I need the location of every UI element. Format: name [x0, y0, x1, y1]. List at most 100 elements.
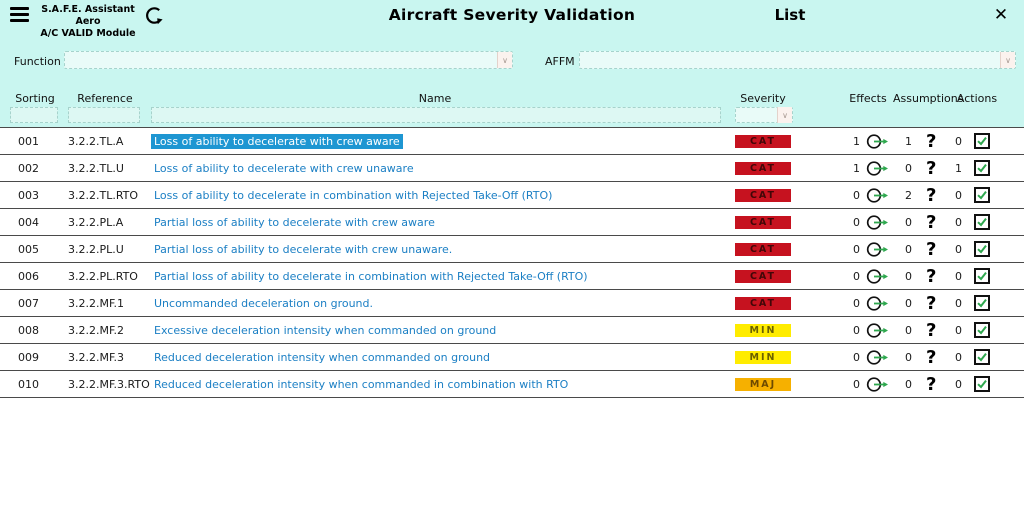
assumptions-count: 2 — [905, 188, 912, 202]
checkbox-checked-icon[interactable] — [974, 182, 990, 208]
effects-icon[interactable] — [866, 290, 889, 316]
actions-count: 0 — [955, 269, 962, 283]
effects-icon[interactable] — [866, 344, 889, 370]
chevron-down-icon[interactable]: ∨ — [1000, 52, 1015, 68]
question-mark-icon[interactable]: ? — [926, 158, 937, 179]
row-reference: 3.2.2.PL.RTO — [68, 269, 138, 283]
checkbox-checked-icon[interactable] — [974, 209, 990, 235]
effects-count: 0 — [853, 215, 860, 229]
severity-table: 001 3.2.2.TL.A Loss of ability to decele… — [0, 127, 1024, 398]
question-mark-icon[interactable]: ? — [926, 185, 937, 206]
effects-icon[interactable] — [866, 209, 889, 235]
row-reference: 3.2.2.PL.A — [68, 215, 124, 229]
actions-count: 0 — [955, 296, 962, 310]
table-row[interactable]: 007 3.2.2.MF.1 Uncommanded deceleration … — [0, 289, 1024, 316]
severity-badge: MAJ — [735, 377, 791, 391]
severity-badge: MIN — [735, 350, 791, 364]
assumptions-count: 0 — [905, 269, 912, 283]
checkbox-checked-icon[interactable] — [974, 290, 990, 316]
name-filter-input[interactable] — [151, 107, 721, 123]
row-sorting-key: 010 — [18, 377, 39, 391]
app-name-line1: S.A.F.E. Assistant Aero — [41, 4, 135, 27]
column-header-assumptions: Assumptions — [893, 92, 964, 105]
assumptions-count: 1 — [905, 134, 912, 148]
question-mark-icon[interactable]: ? — [926, 266, 937, 287]
table-row[interactable]: 004 3.2.2.PL.A Partial loss of ability t… — [0, 208, 1024, 235]
reference-filter-input[interactable] — [68, 107, 140, 123]
effects-icon[interactable] — [866, 236, 889, 262]
table-row[interactable]: 009 3.2.2.MF.3 Reduced deceleration inte… — [0, 343, 1024, 370]
close-icon[interactable]: ✕ — [993, 5, 1009, 25]
severity-badge: CAT — [735, 134, 791, 148]
actions-count: 0 — [955, 350, 962, 364]
severity-badge: CAT — [735, 188, 791, 202]
row-name[interactable]: Partial loss of ability to decelerate wi… — [154, 242, 453, 256]
effects-icon[interactable] — [866, 128, 889, 154]
function-label: Function — [14, 55, 61, 68]
refresh-icon[interactable] — [142, 3, 166, 29]
row-name[interactable]: Uncommanded deceleration on ground. — [154, 296, 374, 310]
row-sorting-key: 008 — [18, 323, 39, 337]
table-row[interactable]: 010 3.2.2.MF.3.RTO Reduced deceleration … — [0, 370, 1024, 397]
affm-label: AFFM — [545, 55, 575, 68]
row-sorting-key: 006 — [18, 269, 39, 283]
checkbox-checked-icon[interactable] — [974, 263, 990, 289]
checkbox-checked-icon[interactable] — [974, 236, 990, 262]
table-row[interactable]: 002 3.2.2.TL.U Loss of ability to decele… — [0, 154, 1024, 181]
row-name[interactable]: Excessive deceleration intensity when co… — [154, 323, 497, 337]
checkbox-checked-icon[interactable] — [974, 344, 990, 370]
row-sorting-key: 004 — [18, 215, 39, 229]
checkbox-checked-icon[interactable] — [974, 155, 990, 181]
row-name[interactable]: Reduced deceleration intensity when comm… — [154, 377, 569, 391]
question-mark-icon[interactable]: ? — [926, 347, 937, 368]
row-sorting-key: 007 — [18, 296, 39, 310]
row-name[interactable]: Loss of ability to decelerate with crew … — [154, 161, 414, 175]
row-reference: 3.2.2.MF.3.RTO — [68, 377, 150, 391]
table-row[interactable]: 003 3.2.2.TL.RTO Loss of ability to dece… — [0, 181, 1024, 208]
table-row[interactable]: 005 3.2.2.PL.U Partial loss of ability t… — [0, 235, 1024, 262]
row-reference: 3.2.2.MF.3 — [68, 350, 125, 364]
question-mark-icon[interactable]: ? — [926, 212, 937, 233]
question-mark-icon[interactable]: ? — [926, 131, 937, 152]
severity-filter-select[interactable]: ∨ — [735, 107, 793, 123]
checkbox-checked-icon[interactable] — [974, 128, 990, 154]
question-mark-icon[interactable]: ? — [926, 374, 937, 395]
assumptions-count: 0 — [905, 377, 912, 391]
effects-count: 0 — [853, 350, 860, 364]
effects-icon[interactable] — [866, 263, 889, 289]
table-row[interactable]: 008 3.2.2.MF.2 Excessive deceleration in… — [0, 316, 1024, 343]
row-sorting-key: 009 — [18, 350, 39, 364]
effects-icon[interactable] — [866, 155, 889, 181]
row-name[interactable]: Reduced deceleration intensity when comm… — [154, 350, 491, 364]
column-header-severity: Severity — [740, 92, 786, 105]
row-name[interactable]: Loss of ability to decelerate with crew … — [151, 133, 403, 149]
function-select[interactable]: ∨ — [64, 51, 513, 69]
affm-select[interactable]: ∨ — [579, 51, 1016, 69]
effects-icon[interactable] — [866, 317, 889, 343]
chevron-down-icon[interactable]: ∨ — [777, 107, 792, 123]
checkbox-checked-icon[interactable] — [974, 371, 990, 397]
view-mode-label[interactable]: List — [774, 6, 806, 24]
assumptions-count: 0 — [905, 161, 912, 175]
row-name[interactable]: Partial loss of ability to decelerate in… — [154, 269, 588, 283]
question-mark-icon[interactable]: ? — [926, 320, 937, 341]
sorting-key-filter-input[interactable] — [10, 107, 58, 123]
severity-badge: MIN — [735, 323, 791, 337]
severity-badge: CAT — [735, 296, 791, 310]
chevron-down-icon[interactable]: ∨ — [497, 52, 512, 68]
question-mark-icon[interactable]: ? — [926, 239, 937, 260]
table-row[interactable]: 006 3.2.2.PL.RTO Partial loss of ability… — [0, 262, 1024, 289]
column-header-name: Name — [418, 92, 452, 105]
table-row[interactable]: 001 3.2.2.TL.A Loss of ability to decele… — [0, 127, 1024, 154]
menu-icon[interactable] — [10, 7, 29, 23]
app-name: S.A.F.E. Assistant Aero A/C VALID Module — [33, 4, 143, 40]
row-name[interactable]: Partial loss of ability to decelerate wi… — [154, 215, 435, 229]
effects-icon[interactable] — [866, 371, 889, 397]
row-name[interactable]: Loss of ability to decelerate in combina… — [154, 188, 553, 202]
effects-icon[interactable] — [866, 182, 889, 208]
page-title: Aircraft Severity Validation — [388, 6, 636, 24]
assumptions-count: 0 — [905, 350, 912, 364]
checkbox-checked-icon[interactable] — [974, 317, 990, 343]
question-mark-icon[interactable]: ? — [926, 293, 937, 314]
